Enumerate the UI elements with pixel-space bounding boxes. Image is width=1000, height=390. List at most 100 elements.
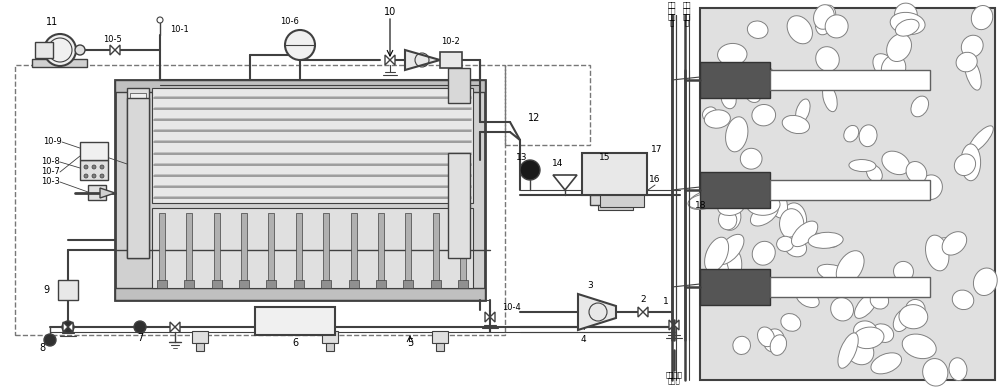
Bar xyxy=(184,280,194,288)
Bar xyxy=(239,280,249,288)
Bar xyxy=(376,280,386,288)
Ellipse shape xyxy=(777,236,794,252)
Circle shape xyxy=(520,160,540,180)
Bar xyxy=(115,80,485,92)
Bar xyxy=(296,213,302,283)
Polygon shape xyxy=(110,45,120,55)
Bar xyxy=(433,213,439,283)
Ellipse shape xyxy=(836,251,864,284)
Ellipse shape xyxy=(789,234,805,254)
Bar xyxy=(403,280,413,288)
Text: 10-8: 10-8 xyxy=(41,158,60,167)
Text: 15: 15 xyxy=(599,154,611,163)
Ellipse shape xyxy=(968,126,993,153)
Bar xyxy=(405,213,411,283)
Ellipse shape xyxy=(923,358,948,386)
Bar xyxy=(157,280,167,288)
Ellipse shape xyxy=(815,5,836,35)
Ellipse shape xyxy=(919,175,942,200)
Text: 10-2: 10-2 xyxy=(441,37,459,46)
Bar xyxy=(448,153,470,258)
Ellipse shape xyxy=(871,353,902,374)
Ellipse shape xyxy=(722,206,741,230)
Ellipse shape xyxy=(882,151,910,175)
Ellipse shape xyxy=(872,324,894,342)
Ellipse shape xyxy=(718,210,737,230)
Ellipse shape xyxy=(902,334,936,359)
Ellipse shape xyxy=(688,193,724,209)
Text: 连接: 连接 xyxy=(668,2,676,8)
Ellipse shape xyxy=(816,47,839,71)
Text: 6: 6 xyxy=(292,338,298,348)
Ellipse shape xyxy=(704,110,730,128)
Ellipse shape xyxy=(770,335,787,355)
Bar xyxy=(15,65,505,335)
Circle shape xyxy=(62,321,74,333)
Text: 其它: 其它 xyxy=(683,8,691,14)
Ellipse shape xyxy=(911,96,929,117)
Ellipse shape xyxy=(763,329,784,352)
Circle shape xyxy=(100,174,104,178)
Circle shape xyxy=(84,165,88,169)
Bar xyxy=(266,280,276,288)
Ellipse shape xyxy=(853,327,884,349)
Ellipse shape xyxy=(728,62,750,89)
Circle shape xyxy=(75,45,85,55)
Ellipse shape xyxy=(733,336,750,355)
Polygon shape xyxy=(638,307,648,317)
Ellipse shape xyxy=(823,84,837,112)
Ellipse shape xyxy=(702,107,717,121)
Ellipse shape xyxy=(906,300,925,319)
Ellipse shape xyxy=(718,43,747,66)
Bar xyxy=(458,280,468,288)
Ellipse shape xyxy=(961,35,983,57)
Text: 采管网: 采管网 xyxy=(668,378,680,384)
Text: 7: 7 xyxy=(137,333,143,343)
Ellipse shape xyxy=(893,309,911,332)
Bar xyxy=(460,213,466,283)
Text: 10-7: 10-7 xyxy=(41,167,60,177)
Bar xyxy=(214,213,220,283)
Ellipse shape xyxy=(743,82,761,103)
Text: 10-9: 10-9 xyxy=(43,138,62,147)
Text: 9: 9 xyxy=(44,285,50,295)
Ellipse shape xyxy=(873,54,899,81)
Text: 其它: 其它 xyxy=(668,8,676,14)
Text: 10-1: 10-1 xyxy=(170,25,189,34)
Ellipse shape xyxy=(965,57,981,90)
Bar xyxy=(582,153,647,195)
Bar xyxy=(196,343,204,351)
Circle shape xyxy=(100,165,104,169)
Ellipse shape xyxy=(780,209,804,239)
Text: 16: 16 xyxy=(649,176,661,184)
Ellipse shape xyxy=(887,34,911,62)
Ellipse shape xyxy=(750,66,774,90)
Ellipse shape xyxy=(838,333,858,368)
Ellipse shape xyxy=(814,5,834,29)
Bar xyxy=(700,62,770,98)
Ellipse shape xyxy=(949,358,967,381)
Ellipse shape xyxy=(804,233,838,248)
Ellipse shape xyxy=(808,232,843,248)
Text: 注热: 注热 xyxy=(683,14,691,20)
Ellipse shape xyxy=(890,12,925,35)
Ellipse shape xyxy=(726,117,748,152)
Ellipse shape xyxy=(867,165,882,182)
Bar xyxy=(294,280,304,288)
Circle shape xyxy=(134,321,146,333)
Polygon shape xyxy=(553,175,577,190)
Text: 孔: 孔 xyxy=(685,20,689,26)
Text: 连接至抽: 连接至抽 xyxy=(666,372,682,378)
Ellipse shape xyxy=(961,144,981,181)
Ellipse shape xyxy=(881,55,906,82)
Text: 14: 14 xyxy=(552,160,564,168)
Bar xyxy=(590,195,640,205)
Circle shape xyxy=(157,17,163,23)
Polygon shape xyxy=(578,294,616,330)
Ellipse shape xyxy=(688,190,725,209)
Bar xyxy=(351,213,357,283)
Ellipse shape xyxy=(825,15,848,38)
Ellipse shape xyxy=(718,199,744,216)
Text: 10-5: 10-5 xyxy=(103,35,121,44)
Ellipse shape xyxy=(787,16,812,44)
